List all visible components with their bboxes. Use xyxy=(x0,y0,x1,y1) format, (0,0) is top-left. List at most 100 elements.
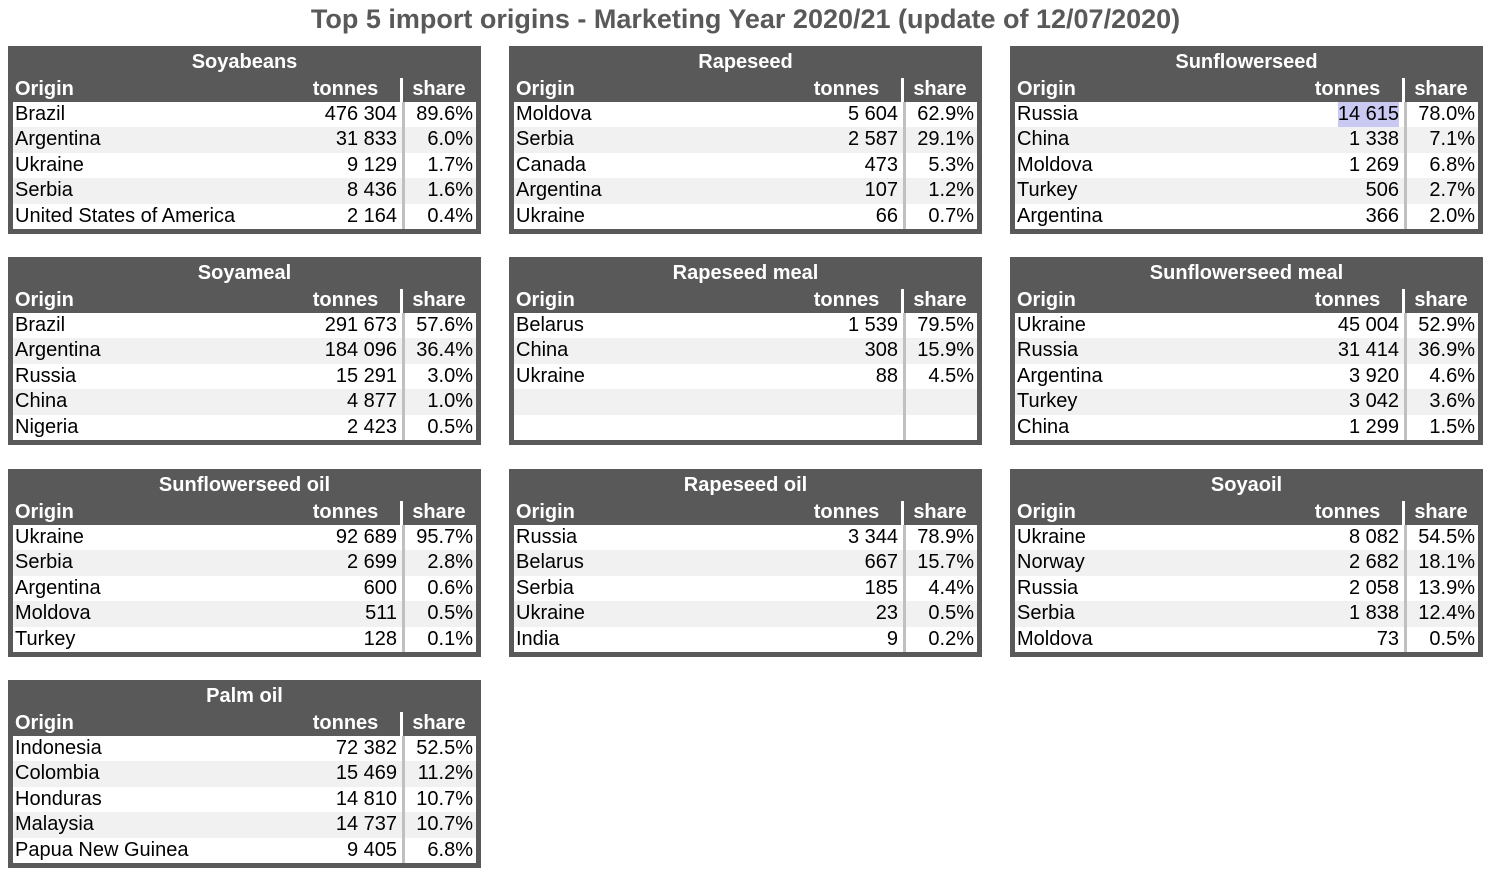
cell-origin: United States of America xyxy=(15,204,236,227)
cell-origin: Russia xyxy=(15,364,77,387)
table-panel-soyameal: Soyameal Origin tonnes share Brazil 291 673 57… xyxy=(8,257,481,445)
cell-share: 0.6% xyxy=(427,576,473,599)
table-header: Origin tonnes share xyxy=(1010,76,1483,102)
header-origin: Origin xyxy=(15,712,74,734)
table-title: Sunflowerseed xyxy=(1175,51,1318,73)
cell-share: 89.6% xyxy=(416,103,473,125)
header-tonnes: tonnes xyxy=(813,289,880,311)
cell-share: 1.2% xyxy=(928,179,974,202)
table-title: Rapeseed xyxy=(698,51,793,73)
table-row: Brazil 291 673 57.6% xyxy=(13,313,476,338)
cell-origin: Papua New Guinea xyxy=(15,838,189,861)
cell-tonnes: 506 xyxy=(1365,179,1399,202)
cell-share: 11.2% xyxy=(417,762,473,785)
cell-origin: Ukraine xyxy=(15,153,84,176)
cell-tonnes: 2 587 xyxy=(847,128,898,151)
header-tonnes: tonnes xyxy=(1314,78,1381,100)
table-row: Russia 3 344 78.9% xyxy=(514,525,977,550)
cell-origin: China xyxy=(1017,128,1070,151)
cell-origin: Argentina xyxy=(1017,204,1103,227)
cell-share: 54.5% xyxy=(1418,526,1475,548)
cell-origin: Turkey xyxy=(15,627,76,650)
header-origin: Origin xyxy=(516,289,575,311)
cell-share: 10.7% xyxy=(416,813,473,836)
cell-tonnes: 9 405 xyxy=(346,838,397,861)
cell-origin: Serbia xyxy=(516,576,574,599)
cell-tonnes: 15 469 xyxy=(335,762,397,785)
table-row: Argentina 3 920 4.6% xyxy=(1015,364,1478,389)
table-panel-sunflowerseed-meal: Sunflowerseed meal Origin tonnes share Ukrai… xyxy=(1010,257,1483,445)
table-row: Ukraine 9 129 1.7% xyxy=(13,153,476,178)
cell-origin: Argentina xyxy=(15,128,101,151)
table-body: Russia 3 344 78.9% Belarus 667 15.7% Serbia 185… xyxy=(514,525,977,652)
cell-tonnes: 14 737 xyxy=(335,813,397,836)
table-row: Turkey 128 0.1% xyxy=(13,627,476,652)
cell-origin: Russia xyxy=(1017,576,1079,599)
cell-origin: Ukraine xyxy=(516,602,585,625)
cell-origin: China xyxy=(1017,415,1070,438)
table-row: Turkey 3 042 3.6% xyxy=(1015,389,1478,415)
cell-share: 15.7% xyxy=(917,551,974,574)
table-row: Argentina 107 1.2% xyxy=(514,178,977,204)
header-divider xyxy=(901,78,904,102)
cell-origin: Argentina xyxy=(1017,364,1103,387)
cell-tonnes: 107 xyxy=(864,179,898,202)
cell-share: 1.7% xyxy=(427,153,473,176)
table-header: Origin tonnes share xyxy=(1010,499,1483,525)
table-row: Ukraine 45 004 52.9% xyxy=(1015,313,1478,338)
cell-share: 2.7% xyxy=(1429,179,1475,202)
cell-tonnes: 600 xyxy=(363,576,397,599)
cell-tonnes: 88 xyxy=(875,364,898,387)
table-row: Brazil 476 304 89.6% xyxy=(13,102,476,127)
header-divider xyxy=(1402,501,1405,525)
table-title: Rapeseed oil xyxy=(683,474,808,496)
header-tonnes: tonnes xyxy=(1314,289,1381,311)
cell-origin: Honduras xyxy=(15,787,102,810)
cell-tonnes: 1 838 xyxy=(1348,602,1399,625)
column-divider xyxy=(402,313,405,440)
cell-tonnes: 14 810 xyxy=(335,787,397,810)
cell-share: 95.7% xyxy=(416,526,473,548)
table-row: Serbia 1 838 12.4% xyxy=(1015,601,1478,627)
cell-share: 4.5% xyxy=(928,364,974,387)
cell-tonnes: 1 299 xyxy=(1348,415,1399,438)
table-row: Indonesia 72 382 52.5% xyxy=(13,736,476,761)
cell-origin: Moldova xyxy=(1017,627,1093,650)
table-title: Sunflowerseed oil xyxy=(158,474,331,496)
cell-origin: Malaysia xyxy=(15,813,94,836)
table-panel-rapeseed: Rapeseed Origin tonnes share Moldova 5 604 62.… xyxy=(509,46,982,234)
cell-origin: China xyxy=(516,339,569,362)
header-share: share xyxy=(1414,289,1468,311)
header-share: share xyxy=(412,78,466,100)
table-row: Serbia 8 436 1.6% xyxy=(13,178,476,204)
cell-origin: Russia xyxy=(1017,339,1079,362)
cell-tonnes: 3 920 xyxy=(1348,364,1399,387)
cell-origin: Canada xyxy=(516,153,587,176)
table-header: Origin tonnes share xyxy=(1010,287,1483,313)
column-divider xyxy=(402,525,405,652)
table-row: Nigeria 2 423 0.5% xyxy=(13,415,476,440)
cell-share: 13.9% xyxy=(1418,576,1475,599)
cell-origin: Serbia xyxy=(15,179,73,202)
cell-tonnes: 1 338 xyxy=(1348,128,1399,151)
header-divider xyxy=(901,501,904,525)
cell-tonnes: 9 xyxy=(886,627,898,650)
table-row: Russia 14 615 78.0% xyxy=(1015,102,1478,127)
cell-origin: Moldova xyxy=(15,602,91,625)
cell-origin: Ukraine xyxy=(1017,314,1086,336)
table-panel-sunflowerseed: Sunflowerseed Origin tonnes share Russia 14 6… xyxy=(1010,46,1483,234)
table-header: Origin tonnes share xyxy=(8,710,481,736)
cell-tonnes: 2 164 xyxy=(346,204,397,227)
table-header: Origin tonnes share xyxy=(8,76,481,102)
cell-origin: Serbia xyxy=(516,128,574,151)
column-divider xyxy=(903,313,906,440)
header-origin: Origin xyxy=(1017,289,1076,311)
cell-share: 5.3% xyxy=(928,153,974,176)
cell-share: 10.7% xyxy=(416,787,473,810)
header-tonnes: tonnes xyxy=(312,501,379,523)
table-row: Moldova 511 0.5% xyxy=(13,601,476,627)
table-row: China 308 15.9% xyxy=(514,338,977,364)
cell-share: 52.5% xyxy=(416,737,473,759)
header-tonnes: tonnes xyxy=(813,501,880,523)
table-row: Ukraine 8 082 54.5% xyxy=(1015,525,1478,550)
